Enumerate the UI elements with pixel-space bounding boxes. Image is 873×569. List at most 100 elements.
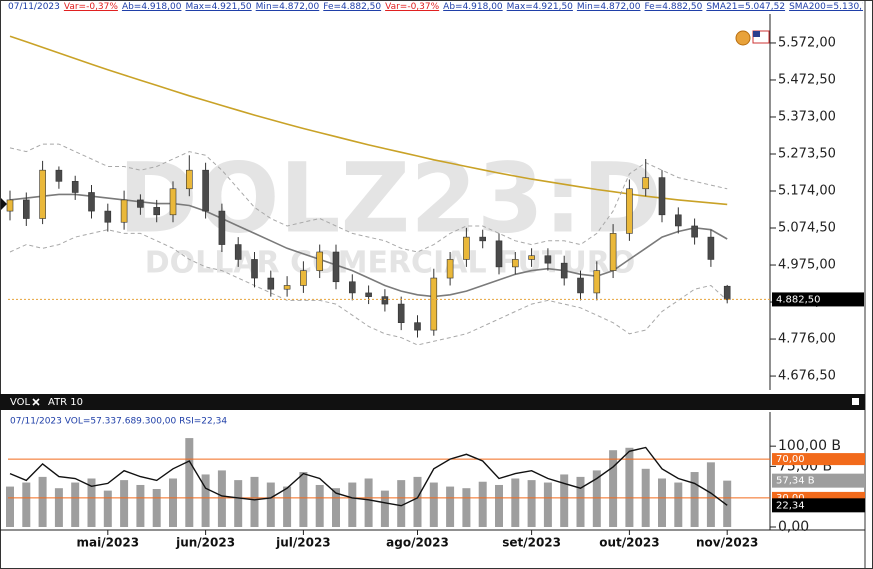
candle-body [544, 255, 552, 264]
candle-body [300, 270, 307, 286]
volume-bar [54, 488, 63, 527]
candle-body [267, 277, 275, 290]
flag-icon [753, 31, 760, 37]
legend-item: SMA21=5.047,52 [706, 2, 786, 12]
panel-title: 07/11/2023 VOL=57.337.689.300,00 RSI=22,… [10, 417, 227, 427]
candle-body [430, 277, 438, 331]
candle-body [251, 259, 258, 279]
volume-bar [299, 472, 308, 527]
y-tick-label: 4.776,00 [778, 332, 836, 347]
x-tick-label: out/2023 [599, 536, 659, 550]
candle-body [707, 236, 715, 260]
value-label: 57,34 B [776, 476, 815, 487]
candle-body [674, 214, 682, 227]
x-tick-label: jul/2023 [275, 536, 331, 550]
value-label: 22,34 [776, 500, 805, 511]
volume-bar [706, 462, 715, 527]
value-box [772, 473, 865, 488]
candle-body [593, 270, 601, 294]
candle-body [153, 207, 160, 216]
y-tick-label: 5.373,00 [778, 109, 836, 124]
candle-body [397, 303, 405, 323]
indicator-line [9, 193, 728, 298]
candle-body [495, 240, 503, 268]
rsi-level-box [772, 453, 865, 466]
y2-tick-label: 70,00 [776, 454, 805, 465]
candle-body [71, 181, 79, 193]
tab[interactable]: VOL [10, 397, 31, 408]
price-label: 4.882,50 [776, 294, 821, 305]
scroll-arrow[interactable] [1, 198, 7, 210]
candle-body [528, 255, 535, 260]
price-box [772, 292, 864, 307]
y-tick-label: 5.074,50 [778, 221, 836, 236]
volume-bar [283, 486, 292, 527]
y-tick-label: 5.572,00 [778, 35, 836, 50]
legend-item: Var=-0,37% [63, 2, 118, 12]
candle-body [169, 188, 177, 216]
volume-bar [266, 482, 275, 527]
candle-body [511, 259, 519, 268]
volume-bar [103, 490, 112, 527]
volume-bar [625, 447, 634, 527]
candle-body [104, 210, 112, 223]
tab[interactable]: ATR 10 [48, 397, 83, 408]
candle-body [55, 169, 63, 182]
volume-bar [723, 480, 732, 527]
volume-bar [6, 486, 14, 527]
x-tick-label: mai/2023 [77, 536, 140, 550]
legend-item: Fe=4.882,50 [323, 2, 382, 12]
volume-bar [22, 482, 31, 527]
volume-bar [429, 482, 438, 527]
candle-body [609, 233, 617, 271]
volume-bar [71, 482, 80, 527]
volume-bar [348, 482, 357, 527]
candle-body [186, 169, 193, 190]
candle-body [218, 210, 226, 245]
volume-bar [511, 478, 520, 527]
volume-bar [315, 484, 324, 527]
y-tick-label: 5.472,50 [778, 72, 836, 87]
legend-item: SMA200=5.130,78 [789, 2, 863, 12]
volume-bar [380, 490, 389, 527]
x-tick-label: nov/2023 [696, 536, 758, 550]
watermark-subtitle: DOLLAR COMERCIAL FUTURO [145, 246, 636, 281]
candle-body [316, 251, 324, 271]
candle-body [446, 259, 454, 279]
volume-bar [120, 480, 129, 527]
x-tick-label: jun/2023 [175, 536, 235, 550]
volume-bar [495, 484, 503, 527]
currency-icon[interactable] [735, 30, 751, 46]
candle-body [6, 199, 14, 212]
close-icon[interactable] [32, 398, 40, 406]
indicator-line [9, 35, 728, 206]
volume-bar [413, 476, 422, 527]
candle-body [332, 251, 340, 283]
panel-bar [0, 394, 865, 410]
volume-bar [87, 478, 96, 527]
y-tick-label: 4.676,50 [778, 369, 836, 384]
volume-bar [674, 482, 683, 527]
x-tick-label: set/2023 [502, 536, 561, 550]
y-tick-label: 4.975,00 [778, 258, 836, 273]
legend-item: Ab=4.918,00 [443, 2, 503, 12]
rsi-line [9, 446, 728, 507]
candle-body [120, 199, 128, 223]
legend-item: 07/11/2023 [8, 2, 60, 12]
y-tick-label: 0,00 [778, 519, 809, 535]
candle-body [463, 236, 470, 260]
candle-body [723, 285, 731, 300]
volume-bar [38, 476, 47, 527]
volume-bar [543, 482, 552, 527]
value-box [772, 498, 865, 513]
volume-bar [527, 480, 536, 527]
candle-body [88, 192, 95, 212]
maximize-icon[interactable] [852, 398, 859, 405]
volume-bar [136, 484, 145, 527]
candle-body [234, 244, 242, 260]
volume-bar [446, 486, 455, 527]
volume-bar [332, 488, 340, 527]
candle-body [202, 169, 209, 212]
